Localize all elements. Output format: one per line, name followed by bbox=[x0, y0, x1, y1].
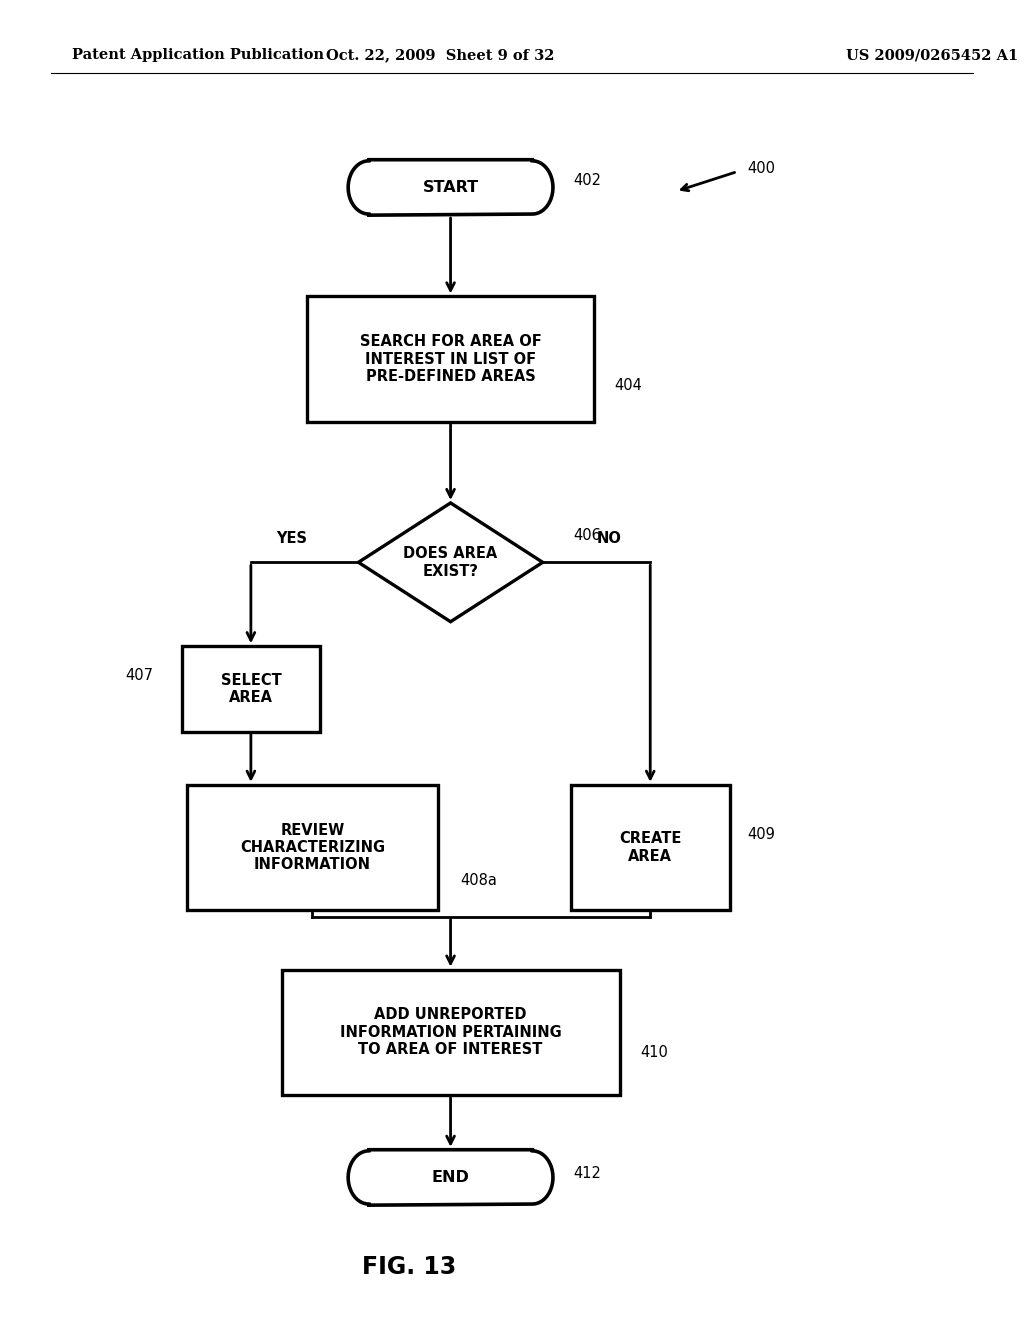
Text: CREATE
AREA: CREATE AREA bbox=[620, 832, 681, 863]
Bar bbox=[186, 784, 438, 911]
Bar bbox=[182, 645, 319, 731]
Text: REVIEW
CHARACTERIZING
INFORMATION: REVIEW CHARACTERIZING INFORMATION bbox=[240, 822, 385, 873]
Text: ADD UNREPORTED
INFORMATION PERTAINING
TO AREA OF INTEREST: ADD UNREPORTED INFORMATION PERTAINING TO… bbox=[340, 1007, 561, 1057]
Text: Patent Application Publication: Patent Application Publication bbox=[72, 49, 324, 62]
Bar bbox=[571, 784, 729, 911]
Text: 400: 400 bbox=[748, 161, 775, 177]
Text: FIG. 13: FIG. 13 bbox=[362, 1255, 457, 1279]
Text: START: START bbox=[423, 180, 478, 195]
Text: 410: 410 bbox=[640, 1044, 668, 1060]
Text: 404: 404 bbox=[614, 378, 642, 393]
Text: 412: 412 bbox=[573, 1166, 601, 1181]
Text: SEARCH FOR AREA OF
INTEREST IN LIST OF
PRE-DEFINED AREAS: SEARCH FOR AREA OF INTEREST IN LIST OF P… bbox=[359, 334, 542, 384]
Text: 406: 406 bbox=[573, 528, 601, 544]
FancyBboxPatch shape bbox=[348, 160, 553, 215]
Text: 409: 409 bbox=[748, 826, 775, 842]
Text: DOES AREA
EXIST?: DOES AREA EXIST? bbox=[403, 546, 498, 578]
Text: YES: YES bbox=[276, 532, 307, 546]
PathPatch shape bbox=[348, 1150, 553, 1205]
Text: END: END bbox=[432, 1170, 469, 1185]
FancyBboxPatch shape bbox=[348, 1150, 553, 1205]
Text: SELECT
AREA: SELECT AREA bbox=[220, 673, 282, 705]
Bar bbox=[307, 297, 594, 422]
Bar bbox=[282, 969, 620, 1096]
Text: 408a: 408a bbox=[461, 873, 498, 888]
Text: Oct. 22, 2009  Sheet 9 of 32: Oct. 22, 2009 Sheet 9 of 32 bbox=[326, 49, 555, 62]
Text: 402: 402 bbox=[573, 173, 601, 189]
Polygon shape bbox=[358, 503, 543, 622]
Text: NO: NO bbox=[597, 532, 622, 546]
PathPatch shape bbox=[348, 160, 553, 215]
Text: US 2009/0265452 A1: US 2009/0265452 A1 bbox=[846, 49, 1018, 62]
Text: 407: 407 bbox=[125, 668, 154, 684]
